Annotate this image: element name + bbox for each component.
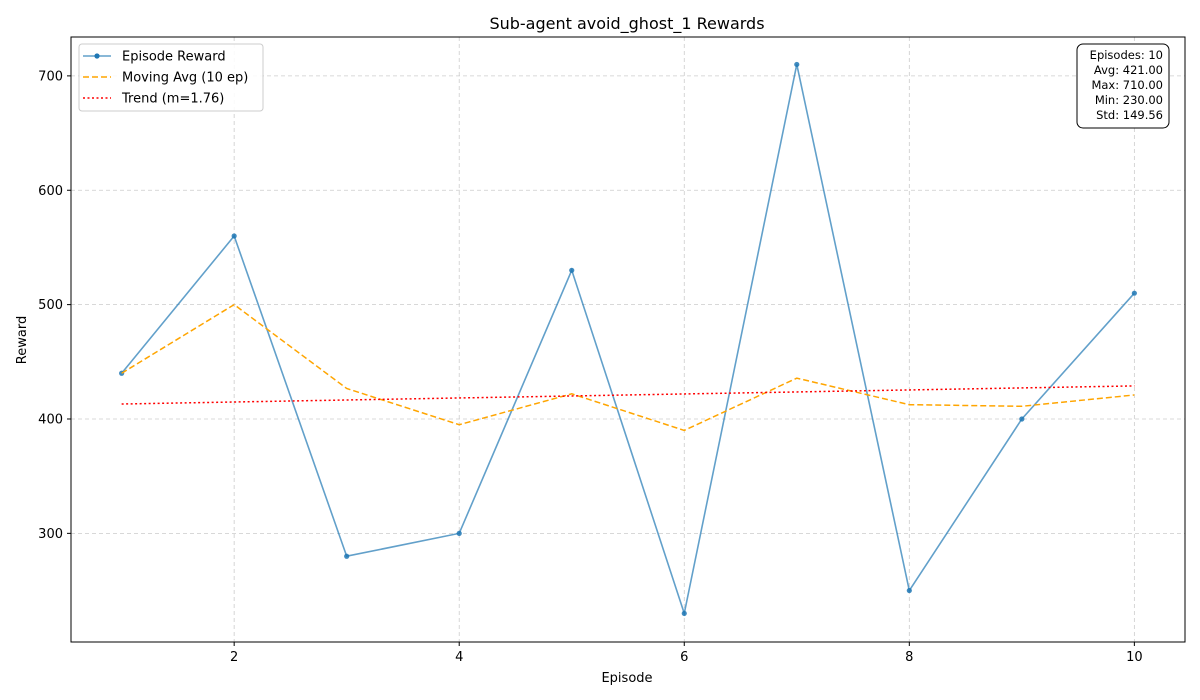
series-1 [121,303,1135,432]
series-2 [121,385,1135,405]
data-point [1131,290,1137,296]
series-line [121,385,1135,405]
data-point [794,61,800,68]
legend-label: Moving Avg (10 ep) [122,71,248,86]
legend-entry: Trend (m=1.76) [83,92,224,107]
stats-line: Avg: 421.00 [1094,63,1163,77]
x-tick-label: 4 [455,650,463,665]
data-point [456,530,462,536]
grid [71,37,1185,642]
y-tick-label: 700 [38,69,63,84]
plot-frame [70,36,1186,643]
legend-marker [94,53,100,59]
legend: Episode Reward Moving Avg (10 ep) Trend (m… [78,43,264,112]
y-tick-label: 300 [38,527,63,542]
y-tick-label: 400 [38,412,63,427]
y-axis-label: Reward [15,316,30,364]
chart-title: Sub-agent avoid_ghost_1 Rewards [489,14,764,34]
x-axis-label: Episode [601,671,652,686]
data-point [906,587,912,594]
x-tick-label: 10 [1126,650,1143,665]
stats-line: Min: 230.00 [1095,93,1163,107]
legend-label: Episode Reward [122,50,226,65]
data-point [231,233,237,239]
stats-line: Max: 710.00 [1091,78,1163,92]
ticks: 2 4 6 8 10 300 400 500 600 700 [38,69,1142,665]
series-line [121,303,1135,432]
series-0 [119,61,1137,617]
x-tick-label: 6 [680,650,688,665]
y-tick-label: 500 [38,298,63,313]
series-line [121,64,1135,617]
data-point [344,553,350,559]
legend-frame [78,43,264,112]
legend-label: Trend (m=1.76) [121,92,224,107]
data-point [681,610,687,617]
legend-entry: Moving Avg (10 ep) [83,71,248,86]
data-point [1019,416,1025,422]
y-tick-label: 600 [38,184,63,199]
stats-line: Episodes: 10 [1090,48,1163,62]
series-layer [119,61,1137,617]
stats-frame [1076,43,1170,129]
x-tick-label: 2 [230,650,238,665]
stats-line: Std: 149.56 [1096,108,1163,122]
data-point [569,267,575,273]
legend-entry: Episode Reward [83,50,226,65]
x-tick-label: 8 [905,650,913,665]
